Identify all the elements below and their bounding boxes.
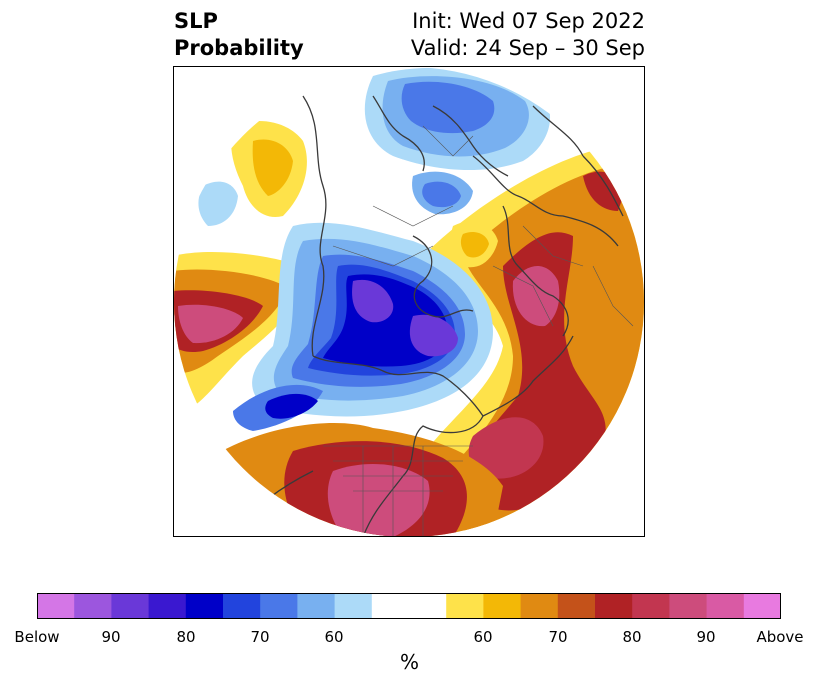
above-region-north-america-magenta [327,463,430,537]
colorbar-border [37,593,781,619]
below-region-hudson-core [409,314,458,357]
init-date-label: Init: Wed 07 Sep 2022 [412,9,645,33]
below-region-scandinavia-core [422,181,461,208]
tick-label: 90 [101,628,121,646]
colorbar-cell [669,593,708,619]
title-variable: SLP [174,9,218,33]
map-dates: Init: Wed 07 Sep 2022 Valid: 24 Sep – 30… [411,8,645,62]
title-product: Probability [174,36,304,60]
tick-label: 90 [696,628,716,646]
colorbar-cell [409,593,447,619]
colorbar-cell [334,593,373,619]
tick-label: 80 [622,628,642,646]
colorbar-cell [260,593,298,619]
above-region-east-magenta [512,266,560,327]
colorbar-cell [595,593,633,619]
below-region-arctic-core [352,279,394,323]
below-region-bering-core [265,393,318,419]
colorbar-cell [371,593,410,619]
political-borders [323,125,634,537]
colorbar-cell [743,593,781,619]
colorbar-cell [111,593,150,619]
colorbar-tick-labels: Below 90 80 70 60 60 70 80 90 Above [0,628,819,646]
tick-label: 70 [250,628,270,646]
tick-label: Above [756,628,804,646]
colorbar-cell [706,593,745,619]
colorbar-cell [37,593,75,619]
tick-label: 70 [548,628,568,646]
colorbar-cell [483,593,522,619]
above-region-northeast-asia-orange [252,139,293,196]
colorbar-cell [185,593,224,619]
above-region-alaska-orange [460,232,489,258]
colorbar-unit-label: % [399,650,419,674]
colorbar-cells [37,593,781,619]
above-region-pacific-magenta [178,304,243,344]
probability-field [174,67,644,537]
colorbar [37,593,781,619]
colorbar-cell [74,593,112,619]
above-region-atlantic-magenta [468,417,544,479]
tick-label: 80 [176,628,196,646]
colorbar-cell [297,593,336,619]
colorbar-cell [557,593,596,619]
colorbar-cell [632,593,670,619]
below-region-siberia-70 [401,81,495,134]
tick-label: 60 [473,628,493,646]
colorbar-cell [520,593,559,619]
colorbar-cell [223,593,261,619]
map-panel [173,66,645,537]
colorbar-cell [148,593,187,619]
polar-map [173,66,645,537]
valid-range-label: Valid: 24 Sep – 30 Sep [410,36,645,60]
tick-label: 60 [324,628,344,646]
colorbar-cell [446,593,484,619]
map-title: SLP Probability [174,8,304,62]
below-region-north-pacific-pale [198,181,238,226]
tick-label: Below [14,628,60,646]
map-border [173,66,645,537]
